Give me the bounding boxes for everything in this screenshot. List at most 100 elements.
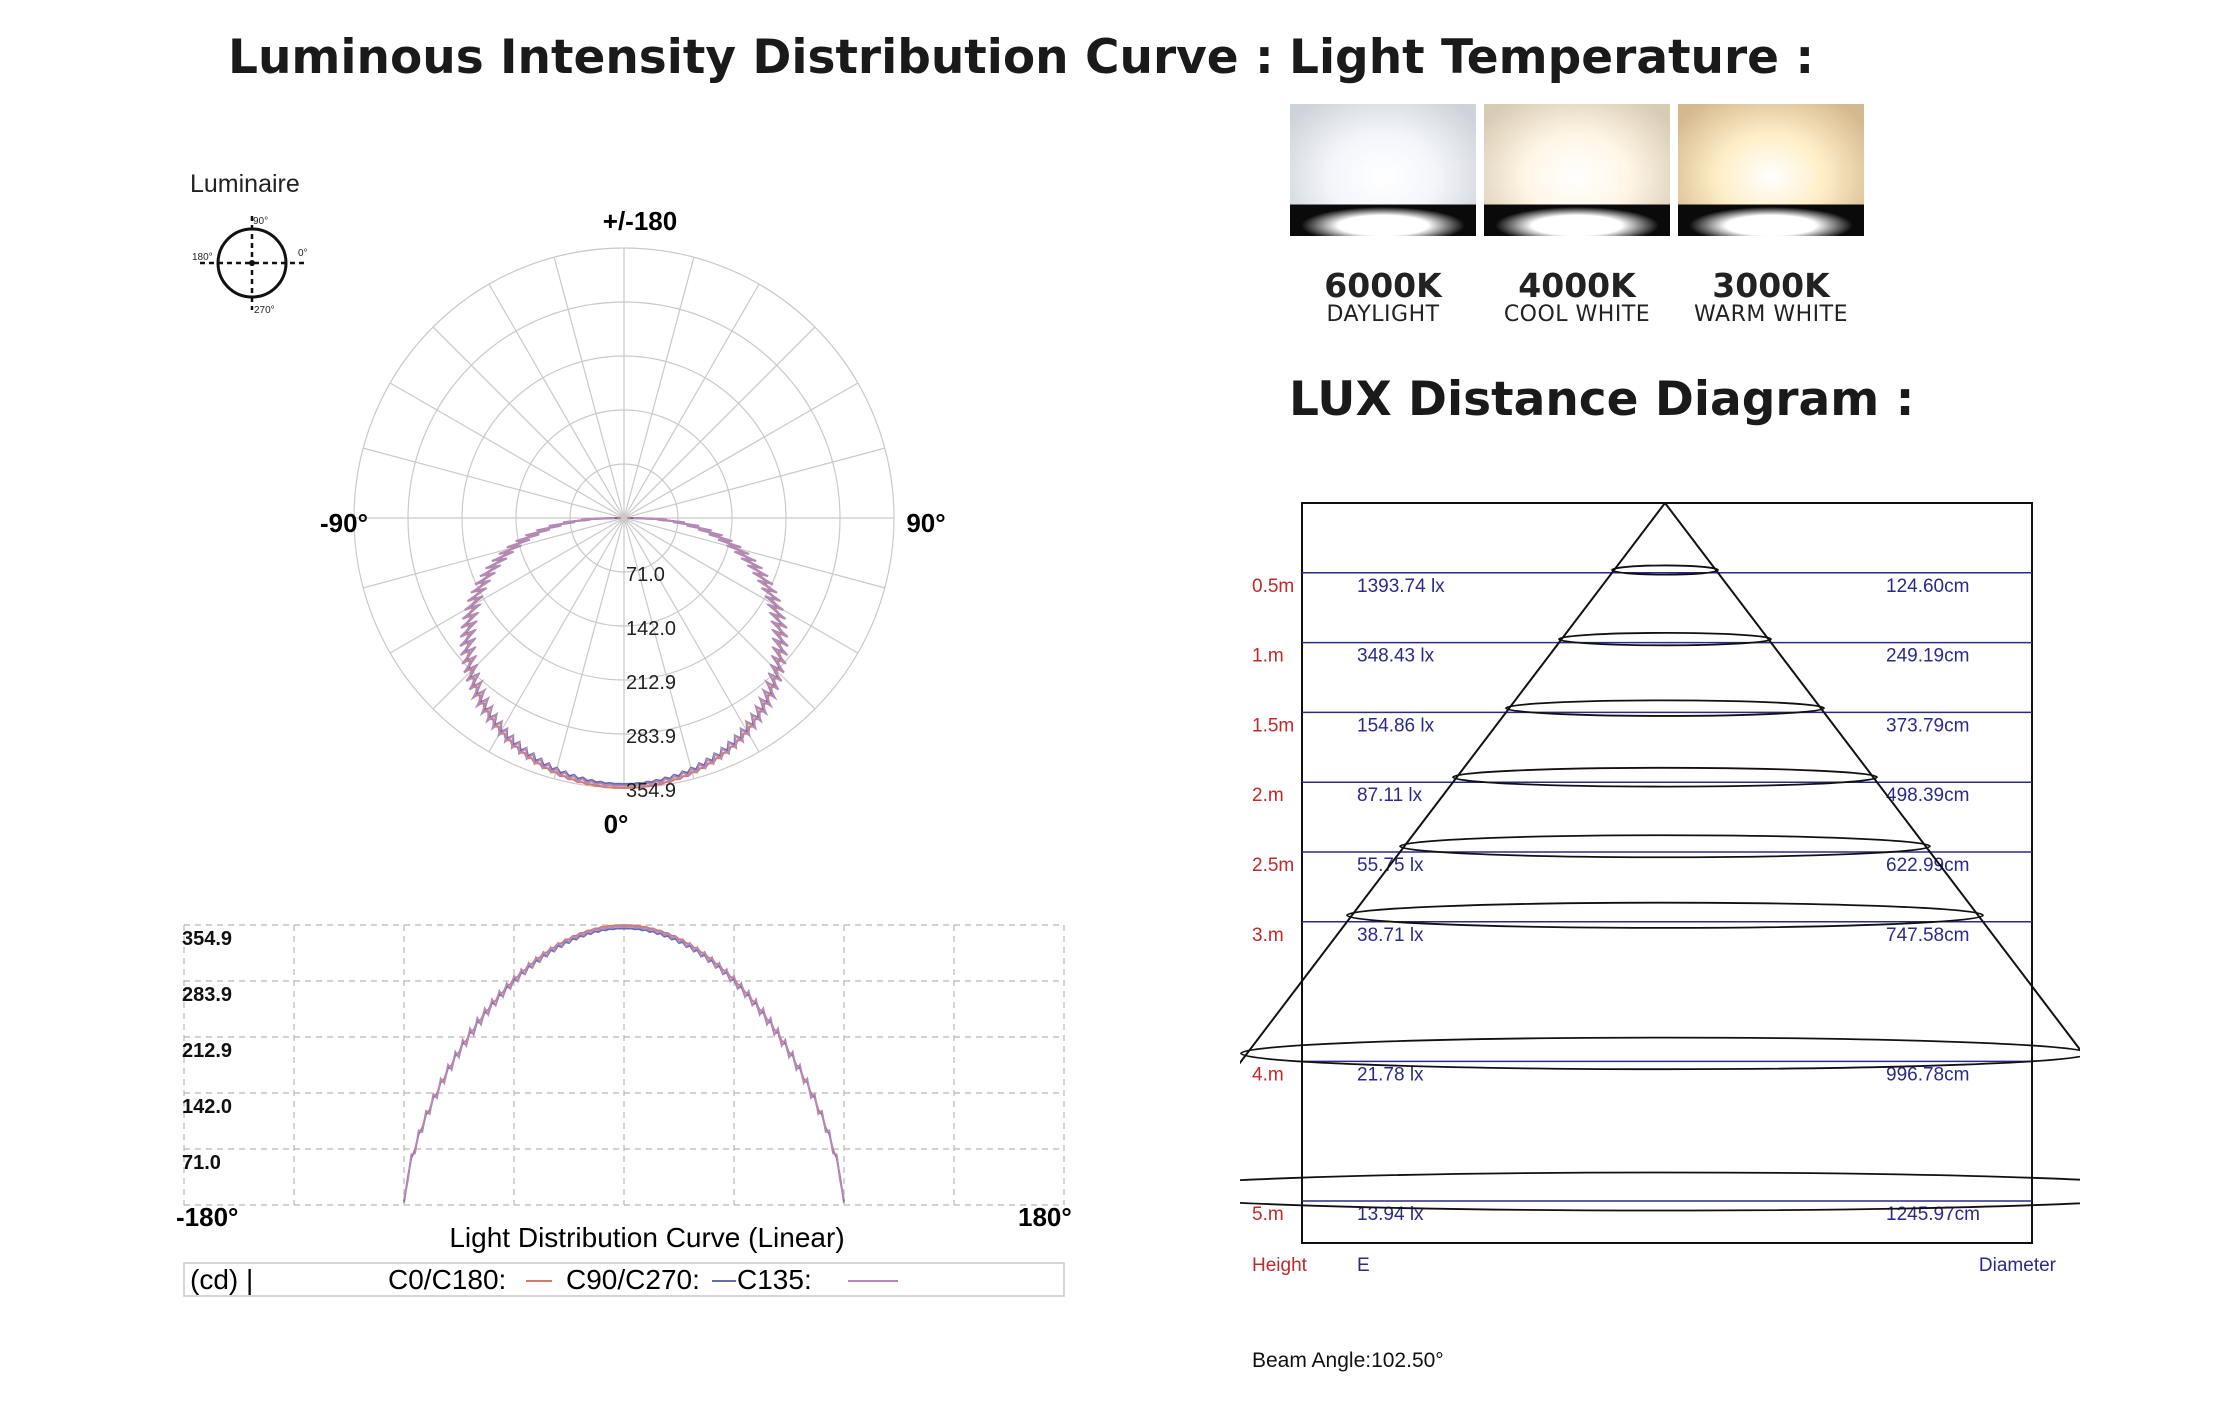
lux-frame	[1301, 502, 2033, 1244]
polar-grid-spoke	[623, 447, 885, 519]
lux-height-label: 2.m	[1252, 785, 1284, 806]
polar-grid-spoke	[488, 283, 625, 519]
polar-radial-ticks: 71.0 142.0 212.9 283.9 354.9	[626, 564, 676, 802]
lux-value-label: 154.86 lx	[1357, 715, 1435, 736]
polar-curves	[459, 517, 789, 790]
linear-y-tick-label: 142.0	[182, 1096, 232, 1118]
polar-grid-spoke	[553, 517, 625, 779]
legend-series-label: C135:	[737, 1264, 812, 1295]
temperature-heading: Light Temperature :	[1289, 30, 1815, 85]
lux-cone-edge	[1240, 502, 1666, 1065]
lux-value-label: 1393.74 lx	[1357, 576, 1445, 597]
luminaire-angle-label: 270°	[254, 305, 275, 316]
lux-diameter-label: 498.39cm	[1886, 785, 1969, 806]
lux-height-label: 2.5m	[1252, 855, 1294, 876]
polar-grid	[353, 247, 895, 789]
color-temp-name: DAYLIGHT	[1326, 302, 1440, 327]
lux-beam-ellipse	[1240, 1036, 2080, 1071]
lux-rows: 0.5m 1393.74 lx 124.60cm 1.m 348.43 lx 249.19…	[1252, 572, 2032, 1225]
lux-value-label: 13.94 lx	[1357, 1204, 1424, 1225]
lux-cone-edge	[1664, 502, 2080, 1052]
lux-cone	[1240, 502, 2080, 1212]
polar-grid-spoke	[623, 517, 695, 779]
polar-grid-spoke	[623, 382, 859, 519]
polar-grid-spoke	[363, 447, 625, 519]
lux-footer-e: E	[1357, 1255, 1370, 1276]
lux-value-label: 21.78 lx	[1357, 1064, 1424, 1085]
linear-x-label-right: 180°	[1018, 1202, 1072, 1232]
lux-value-label: 348.43 lx	[1357, 646, 1435, 667]
linear-y-tick-label: 71.0	[182, 1152, 221, 1174]
polar-tick-label: 212.9	[626, 672, 676, 694]
polar-label-left: -90°	[320, 508, 368, 538]
linear-chart-title: Light Distribution Curve (Linear)	[449, 1222, 844, 1253]
polar-grid-spoke	[553, 257, 625, 519]
polar-grid-spoke	[623, 517, 859, 654]
lux-beam-ellipse	[1558, 632, 1772, 647]
lux-height-label: 3.m	[1252, 925, 1284, 946]
luminaire-angle-label: 90°	[253, 216, 268, 227]
lux-footer-diameter: Diameter	[1979, 1255, 2057, 1276]
lux-diameter-label: 373.79cm	[1886, 715, 1969, 736]
lux-distance-diagram: 0.5m 1393.74 lx 124.60cm 1.m 348.43 lx 249.19…	[1240, 502, 2080, 1372]
linear-y-tick-label: 283.9	[182, 984, 232, 1006]
lux-diameter-label: 996.78cm	[1886, 1064, 1969, 1085]
polar-grid-spoke	[488, 517, 625, 753]
polar-grid-spoke	[389, 382, 625, 519]
linear-x-label-left: -180°	[176, 1202, 238, 1232]
lux-diameter-label: 622.99cm	[1886, 855, 1969, 876]
color-temp-value: 6000K	[1324, 266, 1442, 305]
lux-beam-ellipse	[1399, 834, 1931, 859]
luminaire-angle-label: 180°	[192, 252, 213, 263]
polar-grid-spoke	[623, 517, 816, 710]
lux-beam-ellipse	[1346, 901, 1984, 929]
lux-beam-ellipse	[1505, 699, 1825, 717]
lux-height-label: 0.5m	[1252, 576, 1294, 597]
polar-tick-label: 283.9	[626, 726, 676, 748]
lux-height-label: 1.m	[1252, 646, 1284, 667]
color-temp-value: 3000K	[1712, 266, 1830, 305]
lux-height-label: 1.5m	[1252, 715, 1294, 736]
legend-series-label: C0/C180:	[388, 1264, 506, 1295]
linear-y-ticks: 354.9 283.9 212.9 142.0 71.0	[182, 928, 232, 1174]
lux-diameter-label: 124.60cm	[1886, 576, 1969, 597]
polar-tick-label: 71.0	[626, 564, 665, 586]
lux-diameter-label: 747.58cm	[1886, 925, 1969, 946]
luminaire-orientation-icon: Luminaire 90° 0° 180° 270°	[190, 170, 308, 316]
color-temp-value: 4000K	[1518, 266, 1636, 305]
lux-beam-ellipse	[1240, 1171, 2080, 1212]
linear-y-tick-label: 354.9	[182, 928, 232, 950]
lux-footer-height: Height	[1252, 1255, 1308, 1276]
warm-white-swatch	[1678, 104, 1864, 236]
lux-beam-ellipse	[1452, 766, 1878, 788]
polar-grid-spoke	[432, 326, 625, 519]
cool-white-swatch	[1484, 104, 1670, 236]
legend-unit: (cd) |	[190, 1264, 253, 1295]
linear-distribution-chart: 354.9 283.9 212.9 142.0 71.0 -180° 180° Ligh…	[176, 924, 1072, 1297]
polar-tick-label: 142.0	[626, 618, 676, 640]
polar-grid-spoke	[623, 517, 885, 589]
linear-grid	[183, 924, 1065, 1206]
legend-series-label: C90/C270:	[566, 1264, 700, 1295]
linear-y-tick-label: 212.9	[182, 1040, 232, 1062]
lux-heading: LUX Distance Diagram :	[1289, 372, 1915, 427]
polar-grid-spoke	[623, 326, 816, 519]
lux-beam-ellipse	[1611, 564, 1719, 576]
linear-legend-box	[183, 1262, 1065, 1297]
luminaire-angle-label: 0°	[298, 248, 308, 259]
polar-label-bottom: 0°	[604, 809, 629, 839]
polar-grid-spoke	[623, 283, 760, 519]
polar-grid-spoke	[432, 517, 625, 710]
polar-tick-label: 354.9	[626, 780, 676, 802]
luminaire-label: Luminaire	[190, 170, 300, 198]
lux-value-label: 87.11 lx	[1357, 785, 1423, 806]
polar-grid-spoke	[623, 257, 695, 519]
polar-grid-spoke	[389, 517, 625, 654]
polar-label-top: +/-180	[603, 210, 677, 236]
polar-series-curve	[459, 517, 789, 788]
lux-height-label: 4.m	[1252, 1064, 1284, 1085]
polar-label-right: 90°	[906, 508, 945, 538]
polar-grid-spoke	[363, 517, 625, 589]
polar-intensity-chart: 71.0 142.0 212.9 283.9 354.9 +/-180 -90° 90°…	[320, 210, 946, 839]
intensity-heading: Luminous Intensity Distribution Curve :	[228, 30, 1274, 85]
